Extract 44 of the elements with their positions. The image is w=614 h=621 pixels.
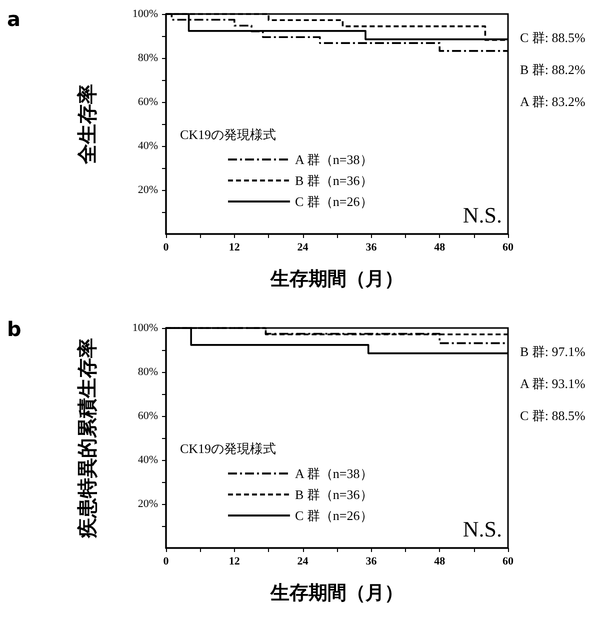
y-tick-label: 80% [138, 52, 158, 64]
y-tick-label: 80% [138, 366, 158, 378]
x-axis-title: 生存期間（月） [270, 268, 404, 290]
legend-label: A 群（n=38） [295, 152, 373, 167]
legend-label: B 群（n=36） [295, 487, 373, 502]
text: C 群: 88.5% [520, 408, 586, 423]
x-tick-label: 48 [434, 242, 446, 254]
chart-title: a [7, 7, 20, 31]
x-tick-label: 12 [228, 556, 240, 568]
legend-label: C 群（n=26） [295, 194, 373, 209]
text: B 群: 88.2% [520, 62, 586, 77]
y-axis-title: 全生存率 [76, 84, 99, 165]
legend-label: C 群（n=26） [295, 508, 373, 523]
x-tick-label: 0 [163, 242, 170, 254]
x-axis-title: 生存期間（月） [270, 582, 404, 604]
legend-title: CK19の発現様式 [180, 127, 276, 142]
y-tick-label: 20% [138, 498, 158, 510]
x-tick-label: 60 [502, 556, 514, 568]
y-tick-label: 40% [138, 140, 158, 152]
x-tick-label: 24 [297, 242, 309, 254]
x-tick-label: 36 [366, 556, 378, 568]
text: A 群: 93.1% [520, 376, 586, 391]
text: A 群: 83.2% [520, 94, 586, 109]
legend-label: A 群（n=38） [295, 466, 373, 481]
x-tick-label: 36 [366, 242, 378, 254]
legend-label: B 群（n=36） [295, 173, 373, 188]
annotation: N.S. [462, 516, 502, 542]
y-tick-label: 40% [138, 454, 158, 466]
chart-title: b [7, 317, 22, 341]
y-tick-label: 60% [138, 96, 158, 108]
x-tick-label: 24 [297, 556, 309, 568]
y-tick-label: 100% [132, 8, 158, 20]
text: C 群: 88.5% [520, 30, 586, 45]
annotation: N.S. [462, 202, 502, 228]
x-tick-label: 12 [228, 242, 240, 254]
x-tick-label: 0 [163, 556, 170, 568]
y-tick-label: 100% [132, 322, 158, 334]
text: B 群: 97.1% [520, 344, 586, 359]
legend-title: CK19の発現様式 [180, 441, 276, 456]
y-axis-title: 疾患特異的累積生存率 [76, 338, 99, 539]
x-tick-label: 48 [434, 556, 446, 568]
y-tick-label: 20% [138, 184, 158, 196]
x-tick-label: 60 [502, 242, 514, 254]
y-tick-label: 60% [138, 410, 158, 422]
